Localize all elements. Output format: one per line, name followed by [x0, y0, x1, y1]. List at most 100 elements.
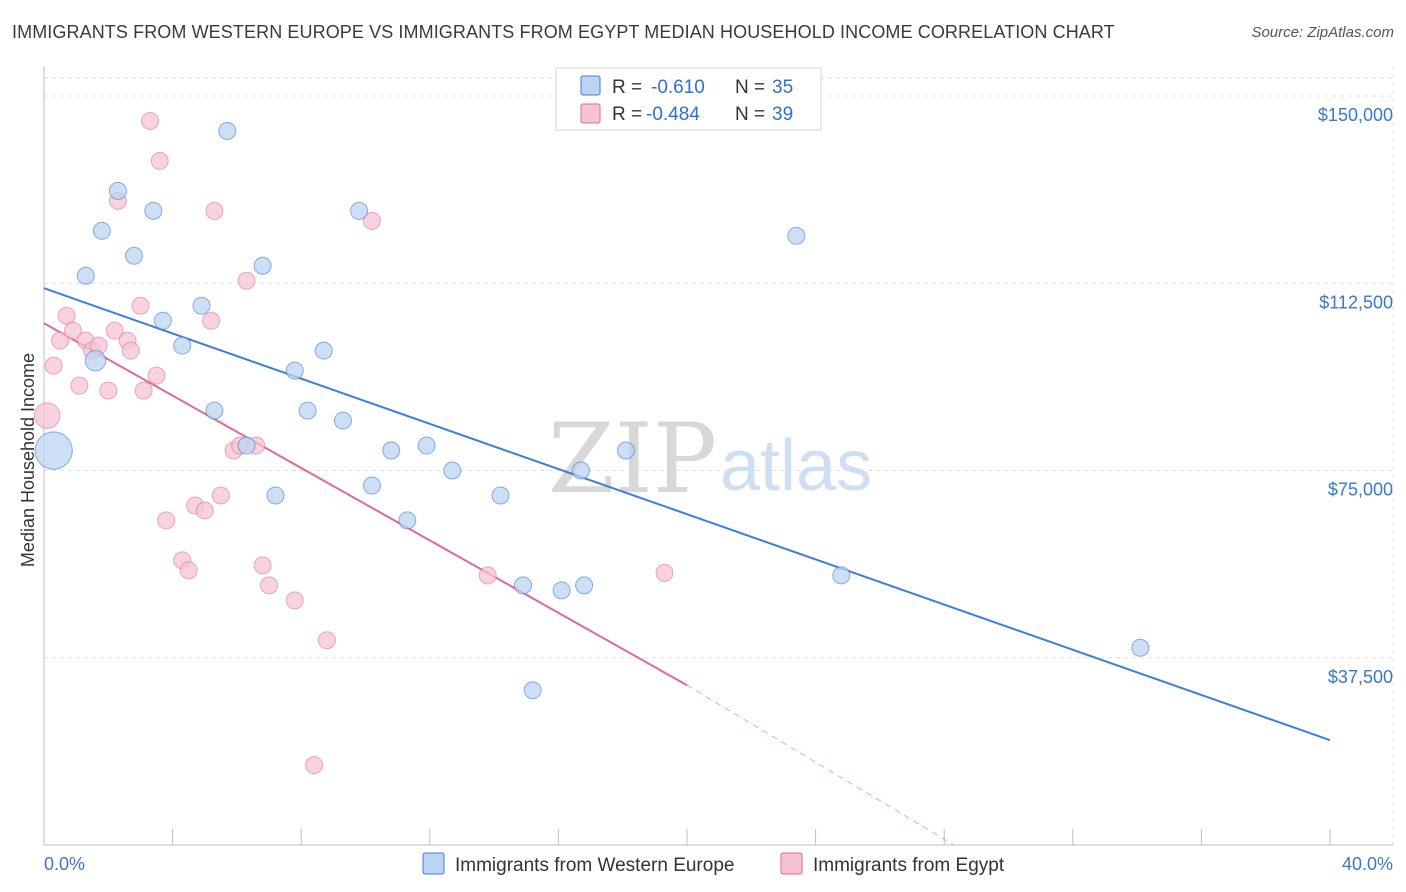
point-egypt: [317, 631, 336, 650]
point-egypt: [33, 402, 61, 429]
stats-r-value-1: -0.610: [651, 77, 705, 98]
point-western-europe: [523, 681, 542, 700]
point-western-europe: [237, 436, 256, 455]
x-tick-label-max: 40.0%: [1342, 854, 1393, 874]
point-western-europe: [616, 441, 635, 460]
point-western-europe: [398, 511, 417, 530]
point-western-europe: [285, 361, 304, 380]
point-western-europe: [362, 476, 381, 495]
point-western-europe: [514, 576, 533, 595]
axes-layer: $37,500 $75,000 $112,500 $150,000 0.0% 40.0%: [43, 66, 1393, 874]
point-egypt: [260, 576, 279, 595]
stats-legend: R = -0.610 N = 35 R = -0.484 N = 39: [555, 67, 822, 131]
point-egypt: [63, 321, 82, 340]
point-egypt: [131, 296, 150, 315]
point-egypt: [51, 331, 70, 350]
chart-title: IMMIGRANTS FROM WESTERN EUROPE VS IMMIGR…: [12, 22, 1115, 42]
points-layer: [33, 111, 1150, 775]
point-western-europe: [108, 181, 127, 200]
point-western-europe: [491, 486, 510, 505]
point-egypt: [150, 151, 169, 170]
point-western-europe: [253, 256, 272, 275]
point-western-europe: [443, 461, 462, 480]
source-note: Source: ZipAtlas.com: [1251, 24, 1394, 41]
point-western-europe: [382, 441, 401, 460]
point-western-europe: [1131, 638, 1150, 657]
point-western-europe: [205, 401, 224, 420]
point-egypt: [285, 591, 304, 610]
watermark: ZIP atlas: [548, 403, 872, 515]
point-egypt: [237, 271, 256, 290]
stats-n-value-1: 35: [772, 77, 793, 98]
legend-label-egypt: Immigrants from Egypt: [813, 855, 1005, 876]
watermark-zip: ZIP: [548, 403, 717, 515]
point-western-europe: [92, 221, 111, 240]
stats-n-label-1: N =: [735, 77, 765, 98]
point-western-europe: [153, 311, 172, 330]
point-western-europe: [571, 461, 590, 480]
bottom-legend: Immigrants from Western Europe Immigrant…: [422, 852, 1005, 876]
point-egypt: [253, 556, 272, 575]
y-tick-label: $75,000: [1328, 480, 1393, 500]
point-egypt: [655, 563, 674, 582]
y-axis-title: Median Household Income: [18, 353, 38, 567]
point-egypt: [202, 311, 221, 330]
point-egypt: [195, 501, 214, 520]
y-tick-label: $112,500: [1319, 292, 1393, 312]
point-egypt: [362, 211, 381, 230]
point-egypt: [205, 201, 224, 220]
trendline-egypt: [43, 322, 688, 687]
stats-r-label-2: R =: [612, 104, 642, 125]
stats-swatch-pink: [580, 103, 601, 124]
point-western-europe: [298, 401, 317, 420]
point-egypt: [70, 376, 89, 395]
point-egypt: [157, 511, 176, 530]
trendline-egypt-extension: [686, 684, 955, 846]
point-western-europe: [144, 201, 163, 220]
stats-swatch-blue: [580, 75, 601, 96]
point-western-europe: [787, 226, 806, 245]
point-western-europe: [350, 201, 369, 220]
point-western-europe: [266, 486, 285, 505]
point-western-europe: [575, 576, 594, 595]
stats-n-label-2: N =: [735, 104, 765, 125]
point-egypt: [121, 341, 140, 360]
x-tick-label-min: 0.0%: [44, 854, 85, 874]
point-western-europe: [76, 266, 95, 285]
stats-r-label-1: R =: [612, 77, 642, 98]
point-egypt: [134, 381, 153, 400]
point-western-europe: [173, 336, 192, 355]
point-egypt: [211, 486, 230, 505]
trend-layer: [43, 287, 1331, 846]
point-western-europe: [34, 431, 73, 470]
point-western-europe: [218, 121, 237, 140]
grid-layer: [44, 66, 1394, 845]
point-egypt: [141, 111, 160, 130]
point-western-europe: [192, 296, 211, 315]
point-egypt: [179, 561, 198, 580]
point-western-europe: [314, 341, 333, 360]
stats-n-value-2: 39: [772, 104, 793, 125]
stats-r-value-2: -0.484: [646, 104, 700, 125]
point-egypt: [147, 366, 166, 385]
trendline-western-europe: [43, 287, 1331, 742]
point-western-europe: [552, 581, 571, 600]
point-western-europe: [84, 349, 107, 372]
watermark-atlas: atlas: [720, 426, 872, 506]
point-egypt: [305, 756, 324, 775]
point-egypt: [57, 306, 76, 325]
point-egypt: [478, 566, 497, 585]
point-western-europe: [832, 566, 851, 585]
point-western-europe: [125, 246, 144, 265]
legend-label-western-europe: Immigrants from Western Europe: [455, 855, 734, 876]
legend-swatch-egypt: [780, 852, 803, 875]
legend-swatch-western-europe: [422, 852, 445, 875]
y-tick-label: $150,000: [1318, 105, 1393, 125]
point-western-europe: [417, 436, 436, 455]
point-egypt: [99, 381, 118, 400]
point-egypt: [44, 356, 63, 375]
point-egypt: [105, 321, 124, 340]
y-tick-label: $37,500: [1328, 667, 1393, 687]
point-western-europe: [333, 411, 352, 430]
